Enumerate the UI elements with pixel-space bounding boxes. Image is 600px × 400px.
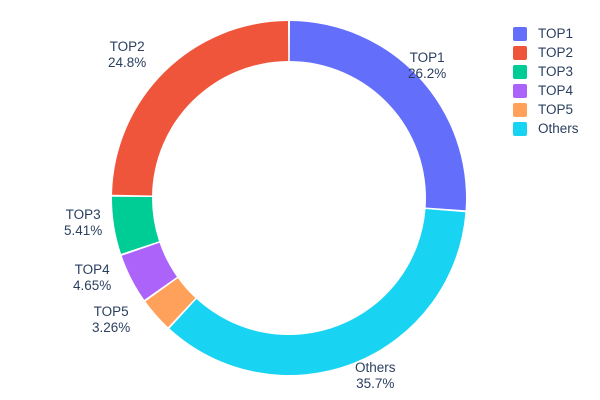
donut-slice-top1[interactable]	[289, 21, 466, 211]
donut-slice-group	[111, 21, 466, 376]
donut-slice-top4[interactable]	[121, 242, 177, 300]
legend-label: TOP5	[538, 101, 574, 117]
legend-item-others[interactable]: Others	[513, 119, 597, 138]
legend-item-top2[interactable]: TOP2	[513, 43, 597, 62]
legend-label: TOP3	[538, 63, 574, 79]
legend-item-top3[interactable]: TOP3	[513, 62, 597, 81]
legend-item-top4[interactable]: TOP4	[513, 81, 597, 100]
legend-label: TOP2	[538, 44, 574, 60]
donut-slice-top2[interactable]	[112, 21, 289, 196]
legend-item-top1[interactable]: TOP1	[513, 24, 597, 43]
legend-label: TOP4	[538, 82, 574, 98]
donut-slice-top3[interactable]	[111, 196, 160, 254]
legend-swatch-icon	[513, 83, 527, 98]
donut-slice-others[interactable]	[169, 209, 466, 376]
legend-swatch-icon	[513, 64, 527, 79]
legend-swatch-icon	[513, 121, 527, 136]
legend-label: TOP1	[538, 25, 574, 41]
legend-swatch-icon	[513, 102, 527, 117]
legend: TOP1 TOP2 TOP3 TOP4 TOP5 Others	[513, 24, 597, 138]
donut-slice-top5[interactable]	[145, 278, 196, 328]
legend-swatch-icon	[513, 26, 527, 41]
legend-label: Others	[538, 120, 579, 136]
legend-swatch-icon	[513, 45, 527, 60]
legend-item-top5[interactable]: TOP5	[513, 100, 597, 119]
